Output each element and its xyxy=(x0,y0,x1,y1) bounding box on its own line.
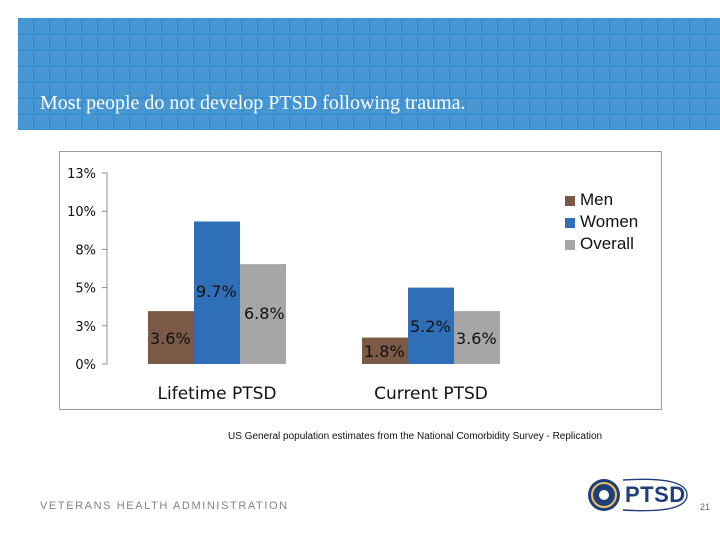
va-seal-icon xyxy=(588,478,688,512)
y-tick-label: 5% xyxy=(75,282,96,297)
chart-frame: 0% 3% 5% 8% 10% 13% Lifetime PTSD Current PTSD 3… xyxy=(59,151,662,410)
y-tick-label: 3% xyxy=(75,320,96,335)
legend-label-overall: Overall xyxy=(580,234,634,253)
footer-text: VETERANS HEALTH ADMINISTRATION xyxy=(40,500,289,512)
legend-swatch-women xyxy=(565,218,575,228)
legend-swatch-overall xyxy=(565,240,575,250)
ptsd-logo-text: PTSD xyxy=(625,482,686,507)
legend-label-women: Women xyxy=(580,212,638,231)
y-tick-label: 13% xyxy=(67,167,96,182)
slide-title: Most people do not develop PTSD followin… xyxy=(40,92,466,114)
bar-chart: 0% 3% 5% 8% 10% 13% Lifetime PTSD Current PTSD 3… xyxy=(67,167,638,404)
y-tick-label: 10% xyxy=(67,205,96,220)
bar-men xyxy=(148,311,194,364)
y-tick-label: 8% xyxy=(75,243,96,258)
source-caption: US General population estimates from the… xyxy=(228,431,603,442)
x-category-label: Current PTSD xyxy=(374,384,488,404)
legend-label-men: Men xyxy=(580,190,613,209)
data-label: 3.6% xyxy=(456,329,497,348)
y-tick-label: 0% xyxy=(75,358,96,373)
bar-women xyxy=(194,221,240,364)
page-number: 21 xyxy=(700,502,711,512)
bar-men xyxy=(362,337,408,364)
data-label: 9.7% xyxy=(196,282,237,301)
banner-pattern xyxy=(18,18,720,130)
data-label: 1.8% xyxy=(364,342,405,361)
title-banner xyxy=(18,18,720,130)
bar-overall xyxy=(454,311,500,364)
data-label: 5.2% xyxy=(410,317,451,336)
data-label: 3.6% xyxy=(150,329,191,348)
ptsd-logo: PTSD xyxy=(583,474,691,516)
bar-women xyxy=(408,287,454,364)
bar-overall xyxy=(240,264,286,364)
x-category-label: Lifetime PTSD xyxy=(158,384,277,404)
legend-swatch-men xyxy=(565,196,575,206)
data-label: 6.8% xyxy=(244,304,285,323)
